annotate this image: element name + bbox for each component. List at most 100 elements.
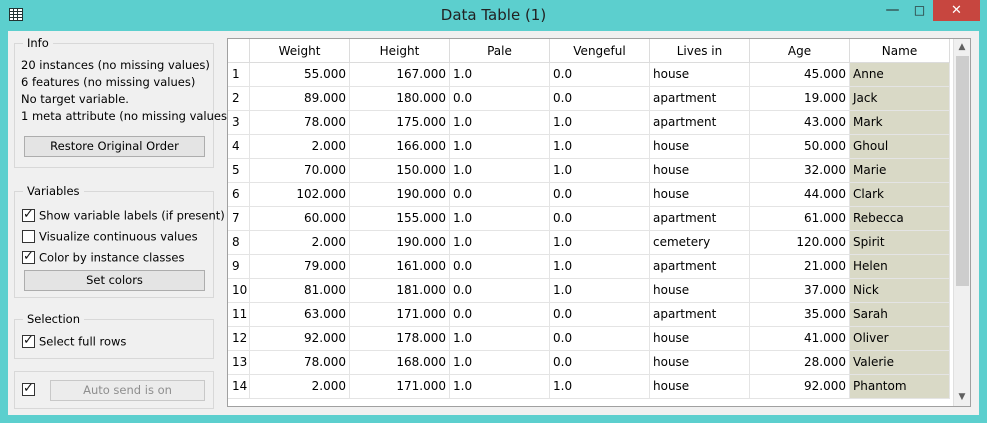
- cell-pale[interactable]: 1.0: [450, 63, 550, 87]
- column-header-lives-in[interactable]: Lives in: [650, 39, 750, 63]
- cell-age[interactable]: 92.000: [750, 375, 850, 399]
- close-button[interactable]: ✕: [933, 0, 980, 21]
- cell-lives-in[interactable]: house: [650, 183, 750, 207]
- cell-pale[interactable]: 1.0: [450, 231, 550, 255]
- cell-row-number[interactable]: 6: [228, 183, 250, 207]
- title-bar[interactable]: Data Table (1) — □ ✕: [0, 0, 987, 31]
- checkbox-box[interactable]: [22, 207, 35, 222]
- cell-height[interactable]: 167.000: [350, 63, 450, 87]
- cell-row-number[interactable]: 13: [228, 351, 250, 375]
- vertical-scrollbar[interactable]: ▲ ▼: [953, 39, 970, 406]
- cell-vengeful[interactable]: 0.0: [550, 303, 650, 327]
- cell-name[interactable]: Mark: [850, 111, 950, 135]
- cell-weight[interactable]: 70.000: [250, 159, 350, 183]
- cell-lives-in[interactable]: house: [650, 159, 750, 183]
- auto-send-checkbox[interactable]: [22, 381, 39, 398]
- cell-row-number[interactable]: 11: [228, 303, 250, 327]
- cell-weight[interactable]: 92.000: [250, 327, 350, 351]
- column-header-age[interactable]: Age: [750, 39, 850, 63]
- cell-lives-in[interactable]: house: [650, 327, 750, 351]
- cell-name[interactable]: Clark: [850, 183, 950, 207]
- checkbox-box[interactable]: [22, 230, 35, 243]
- cell-pale[interactable]: 0.0: [450, 255, 550, 279]
- cell-pale[interactable]: 0.0: [450, 183, 550, 207]
- cell-lives-in[interactable]: apartment: [650, 207, 750, 231]
- cell-weight[interactable]: 2.000: [250, 135, 350, 159]
- cell-lives-in[interactable]: house: [650, 63, 750, 87]
- color-by-classes-checkbox[interactable]: Color by instance classes: [22, 249, 184, 266]
- column-header-name[interactable]: Name: [850, 39, 950, 63]
- scroll-thumb[interactable]: [956, 56, 969, 286]
- cell-row-number[interactable]: 5: [228, 159, 250, 183]
- cell-vengeful[interactable]: 1.0: [550, 231, 650, 255]
- cell-age[interactable]: 28.000: [750, 351, 850, 375]
- cell-weight[interactable]: 78.000: [250, 111, 350, 135]
- cell-name[interactable]: Marie: [850, 159, 950, 183]
- cell-name[interactable]: Rebecca: [850, 207, 950, 231]
- cell-weight[interactable]: 63.000: [250, 303, 350, 327]
- cell-row-number[interactable]: 7: [228, 207, 250, 231]
- cell-name[interactable]: Sarah: [850, 303, 950, 327]
- cell-lives-in[interactable]: house: [650, 375, 750, 399]
- cell-vengeful[interactable]: 0.0: [550, 207, 650, 231]
- cell-height[interactable]: 171.000: [350, 303, 450, 327]
- cell-pale[interactable]: 0.0: [450, 303, 550, 327]
- column-header-weight[interactable]: Weight: [250, 39, 350, 63]
- cell-height[interactable]: 155.000: [350, 207, 450, 231]
- cell-weight[interactable]: 2.000: [250, 375, 350, 399]
- cell-pale[interactable]: 1.0: [450, 135, 550, 159]
- cell-height[interactable]: 171.000: [350, 375, 450, 399]
- cell-row-number[interactable]: 14: [228, 375, 250, 399]
- cell-weight[interactable]: 89.000: [250, 87, 350, 111]
- cell-height[interactable]: 175.000: [350, 111, 450, 135]
- minimize-button[interactable]: —: [885, 2, 900, 18]
- cell-age[interactable]: 32.000: [750, 159, 850, 183]
- cell-height[interactable]: 166.000: [350, 135, 450, 159]
- cell-weight[interactable]: 55.000: [250, 63, 350, 87]
- cell-vengeful[interactable]: 1.0: [550, 159, 650, 183]
- cell-age[interactable]: 35.000: [750, 303, 850, 327]
- cell-name[interactable]: Nick: [850, 279, 950, 303]
- cell-vengeful[interactable]: 1.0: [550, 111, 650, 135]
- cell-age[interactable]: 41.000: [750, 327, 850, 351]
- cell-height[interactable]: 181.000: [350, 279, 450, 303]
- cell-weight[interactable]: 60.000: [250, 207, 350, 231]
- cell-name[interactable]: Valerie: [850, 351, 950, 375]
- cell-row-number[interactable]: 4: [228, 135, 250, 159]
- checkbox-box[interactable]: [22, 333, 35, 348]
- cell-vengeful[interactable]: 0.0: [550, 327, 650, 351]
- cell-age[interactable]: 19.000: [750, 87, 850, 111]
- show-variable-labels-checkbox[interactable]: Show variable labels (if present): [22, 207, 225, 224]
- cell-pale[interactable]: 1.0: [450, 159, 550, 183]
- data-table[interactable]: Weight Height Pale Vengeful Lives in Age Name 1…: [227, 38, 971, 407]
- cell-weight[interactable]: 81.000: [250, 279, 350, 303]
- cell-age[interactable]: 44.000: [750, 183, 850, 207]
- cell-age[interactable]: 43.000: [750, 111, 850, 135]
- column-header-pale[interactable]: Pale: [450, 39, 550, 63]
- cell-name[interactable]: Jack: [850, 87, 950, 111]
- cell-vengeful[interactable]: 0.0: [550, 63, 650, 87]
- cell-height[interactable]: 161.000: [350, 255, 450, 279]
- cell-lives-in[interactable]: apartment: [650, 255, 750, 279]
- select-full-rows-checkbox[interactable]: Select full rows: [22, 333, 126, 350]
- cell-row-number[interactable]: 9: [228, 255, 250, 279]
- column-header-vengeful[interactable]: Vengeful: [550, 39, 650, 63]
- cell-vengeful[interactable]: 0.0: [550, 87, 650, 111]
- cell-height[interactable]: 150.000: [350, 159, 450, 183]
- cell-age[interactable]: 61.000: [750, 207, 850, 231]
- cell-pale[interactable]: 1.0: [450, 351, 550, 375]
- cell-age[interactable]: 120.000: [750, 231, 850, 255]
- cell-row-number[interactable]: 10: [228, 279, 250, 303]
- cell-weight[interactable]: 78.000: [250, 351, 350, 375]
- cell-height[interactable]: 178.000: [350, 327, 450, 351]
- cell-age[interactable]: 37.000: [750, 279, 850, 303]
- cell-weight[interactable]: 2.000: [250, 231, 350, 255]
- cell-pale[interactable]: 1.0: [450, 327, 550, 351]
- cell-row-number[interactable]: 12: [228, 327, 250, 351]
- cell-name[interactable]: Helen: [850, 255, 950, 279]
- cell-pale[interactable]: 1.0: [450, 111, 550, 135]
- cell-age[interactable]: 45.000: [750, 63, 850, 87]
- cell-row-number[interactable]: 2: [228, 87, 250, 111]
- cell-age[interactable]: 21.000: [750, 255, 850, 279]
- cell-height[interactable]: 168.000: [350, 351, 450, 375]
